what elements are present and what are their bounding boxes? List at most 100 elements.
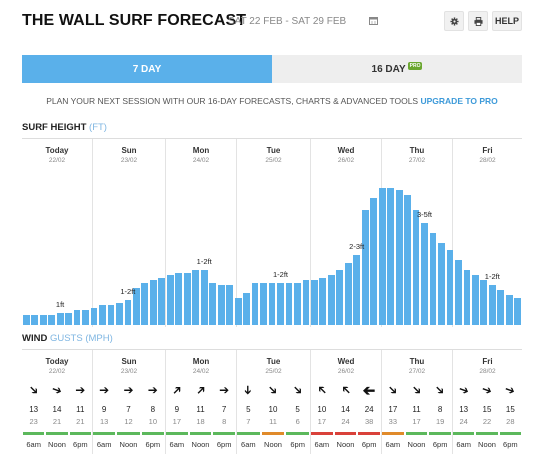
- wind-direction-arrow-icon: ➔: [99, 383, 110, 397]
- day-date: 25/02: [265, 157, 282, 164]
- wind-speed: 11: [196, 405, 205, 414]
- wind-direction-arrow-icon: ➔: [75, 383, 86, 397]
- surf-bar: [192, 270, 200, 325]
- gear-icon: [449, 16, 459, 26]
- wind-direction-arrow-icon: ➔: [219, 383, 230, 397]
- wind-rating-bar: [46, 432, 68, 435]
- day-name: Tue: [266, 146, 281, 155]
- wind-speed: 24: [364, 405, 374, 414]
- surf-bar: [200, 270, 208, 325]
- surf-bar: [183, 272, 191, 325]
- day-date: 24/02: [192, 368, 210, 375]
- wind-rating-bar: [453, 432, 475, 435]
- surf-bar: [344, 262, 352, 325]
- day-date: 23/02: [120, 157, 138, 164]
- wind-speed: 8: [437, 405, 443, 414]
- wind-gust: 17: [412, 417, 421, 426]
- surf-bar: [107, 305, 115, 325]
- tab-7-day-label: 7 DAY: [132, 63, 162, 75]
- wind-speed: 9: [101, 405, 107, 414]
- wind-time-label: 6am: [456, 440, 471, 449]
- day-date: 27/02: [408, 157, 426, 164]
- surf-day-column: Today 22/02: [22, 139, 92, 327]
- surf-height-label: 1-2ft: [196, 257, 212, 266]
- day-name: Sun: [121, 146, 137, 155]
- calendar-icon[interactable]: [369, 16, 378, 25]
- surf-bar: [133, 287, 140, 325]
- surf-bar: [310, 280, 318, 325]
- tab-16-day[interactable]: 16 DAY PRO: [272, 55, 522, 83]
- forecast-tabs: 7 DAY 16 DAY PRO: [22, 55, 522, 83]
- surf-bar: [480, 280, 488, 325]
- wind-gust: 18: [196, 417, 205, 426]
- wind-time-label: Noon: [407, 440, 426, 449]
- wind-speed: 13: [459, 405, 469, 414]
- day-date: 23/02: [120, 368, 138, 375]
- surf-height-label: 2-3ft: [349, 242, 365, 251]
- day-date: 25/02: [265, 368, 282, 375]
- wind-speed: 17: [388, 405, 398, 414]
- wind-gust: 7: [246, 417, 251, 426]
- surf-bar: [251, 282, 259, 325]
- print-icon: [473, 16, 483, 26]
- day-name: Fri: [482, 357, 493, 366]
- wind-day-column: Fri 28/02: [452, 350, 522, 454]
- wind-rating-bar: [93, 432, 116, 435]
- wind-time-label: 6am: [169, 440, 185, 449]
- surf-bar: [209, 282, 217, 325]
- day-name: Mon: [192, 357, 210, 366]
- surf-bar: [268, 282, 276, 325]
- wind-time-label: 6am: [96, 440, 112, 449]
- wind-rating-bar: [334, 432, 357, 435]
- wind-speed: 10: [317, 405, 327, 414]
- day-date: 27/02: [408, 368, 426, 375]
- settings-button[interactable]: [444, 11, 464, 31]
- surf-bar: [421, 222, 428, 325]
- wind-day-column: Thu 27/02: [381, 350, 452, 454]
- day-name: Wed: [337, 146, 355, 155]
- day-date: 26/02: [337, 368, 355, 375]
- wind-gust: 33: [388, 417, 397, 426]
- surf-bar: [488, 285, 496, 325]
- upgrade-link[interactable]: UPGRADE TO PRO: [420, 96, 498, 106]
- surf-bar: [99, 305, 106, 325]
- wind-forecast: Today 22/02 Sun 23/02 Mon 24/02 Tue 25/02 Wed 26/…: [22, 349, 522, 454]
- surf-bar: [234, 297, 242, 325]
- surf-bar: [361, 210, 369, 325]
- surf-bar: [48, 315, 56, 325]
- wind-title: WIND GUSTS (MPH): [22, 333, 113, 344]
- surf-bar: [73, 310, 81, 325]
- wind-rating-bar: [311, 432, 333, 435]
- print-button[interactable]: [468, 11, 488, 31]
- wind-gust: 8: [222, 417, 227, 426]
- surf-bar: [497, 290, 505, 325]
- surf-bar: [226, 285, 234, 325]
- day-name: Sun: [121, 357, 137, 366]
- wind-speed: 14: [341, 405, 350, 414]
- day-date: 28/02: [479, 368, 496, 375]
- day-name: Mon: [192, 146, 210, 155]
- wind-gust: 24: [341, 417, 350, 426]
- surf-bar: [378, 187, 386, 325]
- tab-7-day[interactable]: 7 DAY: [22, 55, 272, 83]
- surf-bar: [243, 292, 250, 325]
- pro-badge: PRO: [407, 62, 423, 70]
- surf-bar: [472, 275, 479, 325]
- wind-speed: 8: [150, 405, 156, 414]
- wind-label: WIND: [22, 333, 48, 344]
- wind-time-label: 6pm: [432, 440, 448, 449]
- wind-time-label: 6am: [241, 440, 256, 449]
- surf-bar: [65, 312, 73, 325]
- wind-rating-bar: [382, 432, 404, 435]
- day-date: 26/02: [337, 157, 355, 164]
- surf-height-label: 1ft: [55, 299, 65, 309]
- surf-bar: [336, 270, 344, 325]
- header: THE WALL SURF FORECAST SAT 22 FEB - SAT …: [22, 10, 522, 32]
- surf-day-column: Fri 28/02: [452, 139, 522, 327]
- surf-chart: Today 22/02 Sun 23/02 Mon 24/02 Tue 25/02 Wed 26/…: [22, 138, 522, 327]
- date-range: SAT 22 FEB - SAT 29 FEB: [228, 16, 347, 27]
- help-button[interactable]: HELP: [492, 11, 522, 31]
- surf-bar: [412, 210, 420, 325]
- surf-bar: [514, 297, 522, 325]
- surf-height-label: 1-2ft: [484, 272, 500, 281]
